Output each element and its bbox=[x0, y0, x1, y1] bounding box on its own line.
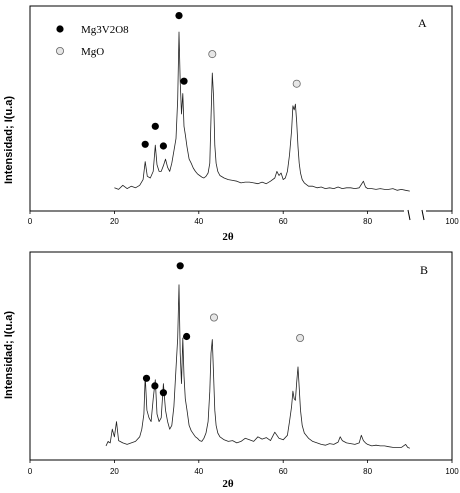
panel-a-plot-frame bbox=[29, 5, 453, 212]
legend-mg3v2o8-marker bbox=[56, 25, 64, 33]
panel-a-mg3v2o8-marker bbox=[141, 140, 149, 148]
panel-a-x-tick-label: 40 bbox=[194, 217, 203, 226]
panel-b-mgo-marker bbox=[296, 333, 305, 342]
panel-b-mg3v2o8-marker bbox=[183, 332, 191, 341]
panel-b-mg3v2o8-marker bbox=[151, 382, 159, 390]
panel-a-mg3v2o8-marker bbox=[175, 12, 183, 20]
panel-b-chart: 0 20 40 60 80 100 B Intensidad; I(u.a) 2θ bbox=[3, 251, 459, 490]
panel-b-x-axis-label: 2θ bbox=[222, 478, 234, 490]
panel-a-x-tick-label: 100 bbox=[445, 217, 459, 226]
legend-mgo-label: MgO bbox=[81, 46, 104, 58]
panel-b-x-tick-label: 80 bbox=[363, 467, 372, 476]
legend: Mg3V2O8 MgO bbox=[56, 24, 129, 58]
panel-b-phase-markers bbox=[142, 262, 305, 397]
panel-b-series-line bbox=[105, 284, 410, 449]
panel-a-mg3v2o8-marker bbox=[180, 77, 188, 85]
panel-a-chart: 0 20 40 60 80 100 A Intensidad; I(u.a) 2θ Mg3… bbox=[3, 5, 459, 243]
panel-a-mg3v2o8-marker bbox=[151, 122, 159, 130]
panel-b-x-tick-label: 20 bbox=[110, 467, 119, 476]
panel-b-x-tick-label: 0 bbox=[28, 467, 33, 476]
panel-b-letter: B bbox=[420, 263, 428, 277]
panel-a-series-line bbox=[114, 31, 410, 192]
panel-b-x-ticks: 0 20 40 60 80 100 bbox=[28, 460, 459, 476]
panel-a-letter: A bbox=[418, 16, 427, 30]
legend-mgo-marker bbox=[56, 47, 65, 56]
panel-b-plot-frame bbox=[29, 251, 453, 461]
axis-break-marks bbox=[404, 206, 432, 256]
panel-a-x-tick-label: 0 bbox=[28, 217, 33, 226]
panel-a-phase-markers bbox=[141, 12, 301, 150]
panel-b-x-tick-label: 60 bbox=[279, 467, 288, 476]
panel-b-x-tick-label: 100 bbox=[445, 467, 459, 476]
panel-a-x-tick-label: 60 bbox=[279, 217, 288, 226]
panel-b-x-tick-label: 40 bbox=[194, 467, 203, 476]
panel-a-x-tick-label: 80 bbox=[363, 217, 372, 226]
legend-mg3v2o8-label: Mg3V2O8 bbox=[81, 24, 129, 36]
panel-b-mg3v2o8-marker bbox=[142, 374, 151, 382]
panel-a-x-ticks: 0 20 40 60 80 100 bbox=[28, 211, 459, 226]
panel-a-y-axis-label: Intensidad; I(u.a) bbox=[3, 96, 15, 184]
panel-b-mg3v2o8-marker bbox=[176, 262, 184, 270]
panel-a-mgo-marker bbox=[292, 79, 301, 88]
panel-a-x-axis-label: 2θ bbox=[222, 231, 234, 243]
panel-a-mgo-marker bbox=[208, 50, 217, 59]
panel-b-mgo-marker bbox=[209, 313, 218, 322]
panel-b-y-axis-label: Intensidad; I(u.a) bbox=[3, 311, 15, 399]
panel-a-x-tick-label: 20 bbox=[110, 217, 119, 226]
panel-a-mg3v2o8-marker bbox=[159, 142, 167, 150]
panel-b-mg3v2o8-marker bbox=[159, 389, 167, 397]
